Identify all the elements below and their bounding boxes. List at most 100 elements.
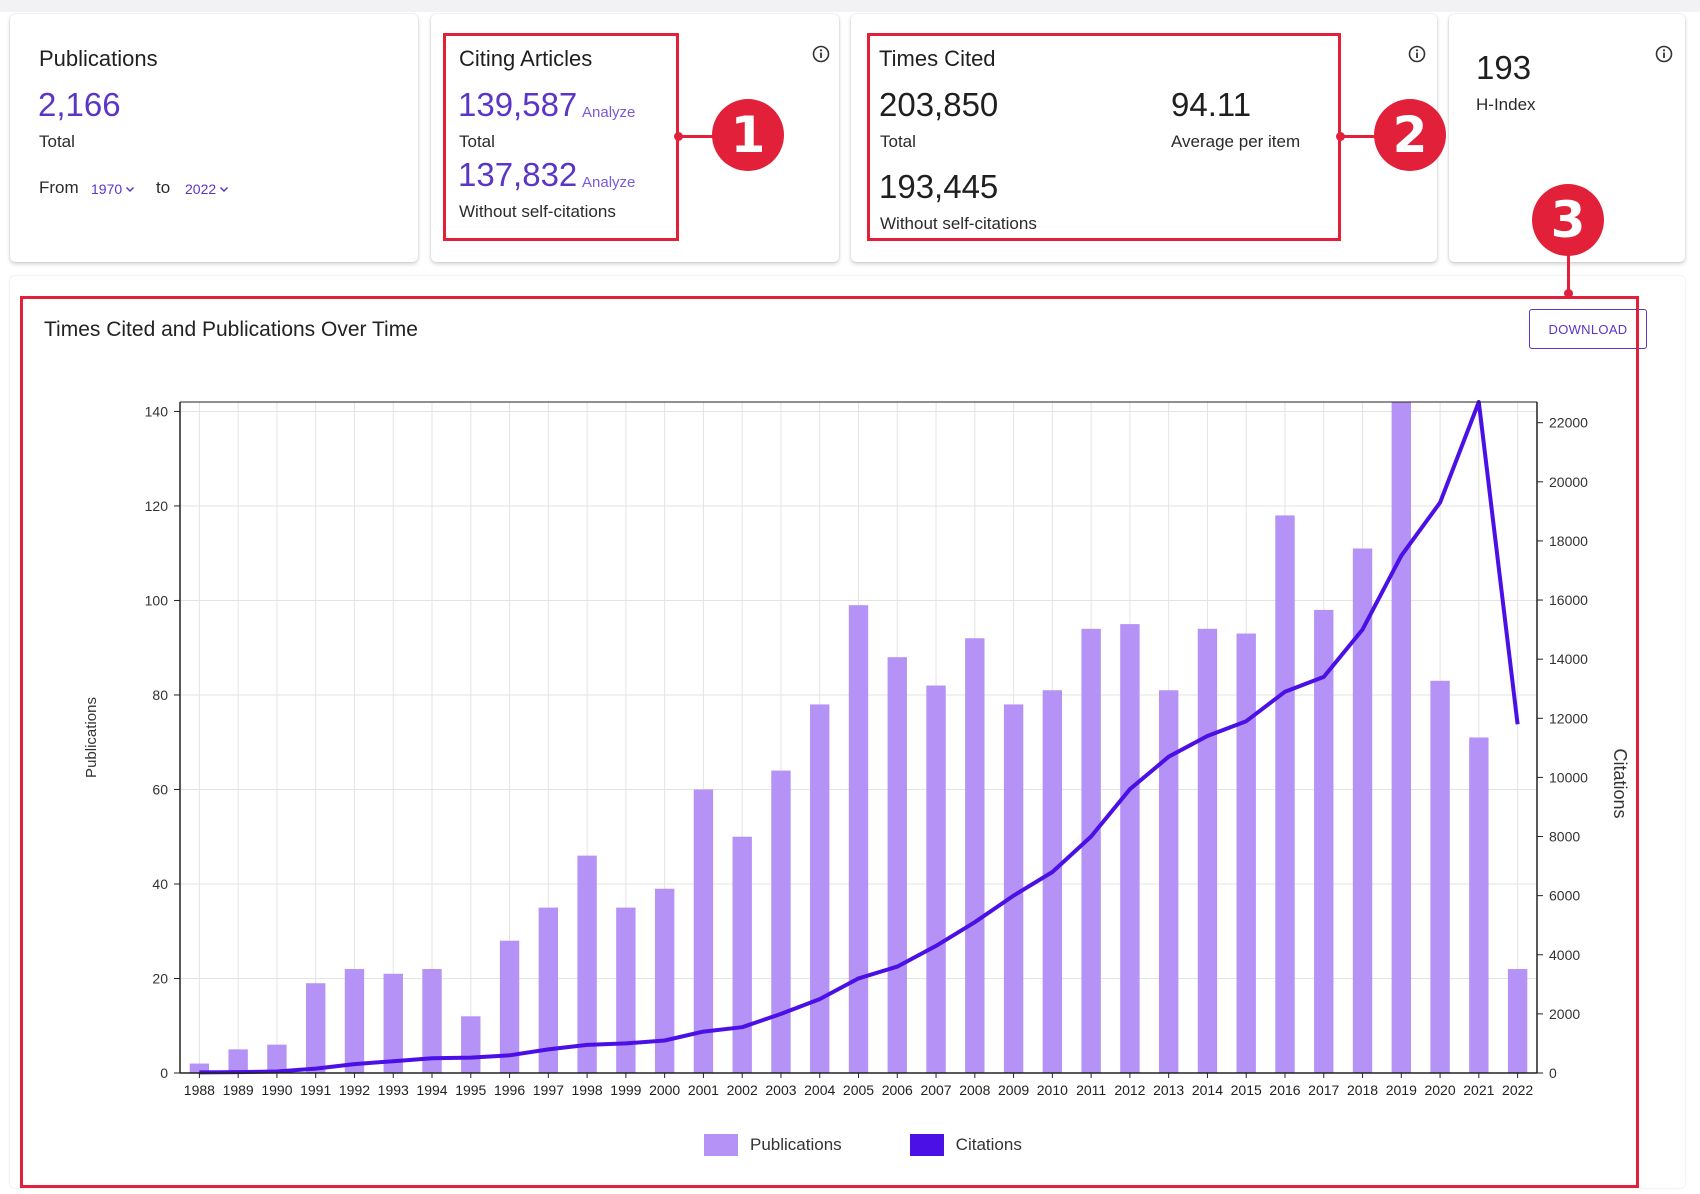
bar-publications xyxy=(693,789,714,1073)
citing-total-sub: Total xyxy=(459,132,495,151)
bar-publications xyxy=(1469,737,1489,1073)
annotation-box-chart xyxy=(20,296,1639,1188)
info-icon[interactable] xyxy=(811,44,831,64)
bar-publications xyxy=(654,888,675,1073)
right-tick-label: 14000 xyxy=(1549,651,1588,667)
to-label: to xyxy=(156,178,171,197)
x-tick-label: 1988 xyxy=(184,1082,215,1098)
bar-publications xyxy=(306,983,326,1073)
x-tick-label: 2005 xyxy=(843,1082,874,1098)
bar-publications xyxy=(422,969,442,1073)
average-per-item-value: 94.11 xyxy=(1171,86,1252,123)
chevron-down-icon xyxy=(220,186,229,193)
x-tick-label: 1989 xyxy=(223,1082,254,1098)
publications-value[interactable]: 2,166 xyxy=(38,86,121,123)
bar-publications xyxy=(732,836,752,1073)
info-icon[interactable] xyxy=(1407,44,1427,64)
x-tick-label: 2021 xyxy=(1463,1082,1494,1098)
bar-publications xyxy=(499,940,520,1073)
right-tick-label: 18000 xyxy=(1549,533,1588,549)
legend-label-citations: Citations xyxy=(955,1135,1022,1154)
callout-badge-2: 2 xyxy=(1374,99,1446,171)
bar-publications xyxy=(1003,704,1024,1073)
right-tick-label: 22000 xyxy=(1549,415,1588,431)
left-tick-label: 0 xyxy=(160,1065,168,1081)
x-tick-label: 2011 xyxy=(1076,1082,1106,1098)
bar-publications xyxy=(228,1049,248,1073)
bar-publications xyxy=(1430,680,1450,1073)
times-cited-noself-value: 193,445 xyxy=(879,168,999,205)
bar-publications xyxy=(1158,690,1179,1073)
bar-publications xyxy=(965,638,985,1073)
x-tick-label: 2020 xyxy=(1424,1082,1455,1098)
bar-publications xyxy=(1042,690,1063,1073)
right-tick-label: 8000 xyxy=(1549,829,1580,845)
annotation-box-times-cited xyxy=(867,33,1341,241)
bar-publications xyxy=(1352,548,1373,1073)
x-tick-label: 2002 xyxy=(727,1082,758,1098)
x-tick-label: 1994 xyxy=(416,1082,447,1098)
bar-publications xyxy=(344,969,365,1073)
right-tick-label: 0 xyxy=(1549,1065,1557,1081)
x-tick-label: 2014 xyxy=(1192,1082,1223,1098)
download-button[interactable]: DOWNLOAD xyxy=(1529,309,1647,349)
x-tick-label: 2018 xyxy=(1347,1082,1378,1098)
times-cited-total-value: 203,850 xyxy=(879,86,999,123)
right-tick-label: 16000 xyxy=(1549,592,1588,608)
x-tick-label: 2004 xyxy=(804,1082,835,1098)
x-tick-label: 2013 xyxy=(1153,1082,1184,1098)
publications-label: Publications xyxy=(39,46,158,71)
average-per-item-sub: Average per item xyxy=(1171,132,1301,151)
from-year-value: 1970 xyxy=(91,181,123,197)
bar-publications xyxy=(1081,628,1101,1073)
x-tick-label: 2012 xyxy=(1114,1082,1145,1098)
to-year-select[interactable]: 2022 xyxy=(185,181,229,197)
chart-title: Times Cited and Publications Over Time xyxy=(44,318,418,341)
bar-publications xyxy=(1275,515,1295,1073)
x-tick-label: 2007 xyxy=(920,1082,951,1098)
callout-dot-3 xyxy=(1564,289,1573,298)
bar-publications xyxy=(1391,402,1411,1073)
x-tick-label: 2015 xyxy=(1231,1082,1262,1098)
citing-total-analyze-link[interactable]: Analyze xyxy=(582,104,636,121)
annotation-box-citing-articles xyxy=(443,33,679,241)
left-tick-label: 120 xyxy=(145,498,169,514)
citing-noself-analyze-link[interactable]: Analyze xyxy=(582,174,636,191)
x-tick-label: 2001 xyxy=(688,1082,719,1098)
top-strip xyxy=(0,0,1700,12)
callout-dot-2 xyxy=(1336,132,1345,141)
right-tick-label: 20000 xyxy=(1549,474,1588,490)
left-tick-label: 40 xyxy=(152,876,168,892)
h-index-label: H-Index xyxy=(1476,95,1536,114)
right-tick-label: 12000 xyxy=(1549,710,1588,726)
from-year-select[interactable]: 1970 xyxy=(91,181,135,197)
citing-noself-sub: Without self-citations xyxy=(459,202,616,221)
h-index-value: 193 xyxy=(1476,49,1532,86)
times-cited-label: Times Cited xyxy=(879,46,996,71)
x-tick-label: 2022 xyxy=(1502,1082,1533,1098)
chevron-down-icon xyxy=(126,186,135,193)
left-axis-title: Publications xyxy=(83,697,100,778)
x-tick-label: 2003 xyxy=(765,1082,796,1098)
bar-publications xyxy=(267,1044,287,1073)
publications-card: Publications 2,166 Total From 1970 to 20… xyxy=(10,14,418,262)
citing-total-value[interactable]: 139,587 xyxy=(458,86,578,123)
right-tick-label: 4000 xyxy=(1549,947,1580,963)
chart-legend: Publications Citations xyxy=(704,1134,1022,1156)
bar-publications xyxy=(577,855,597,1073)
citing-noself-value[interactable]: 137,832 xyxy=(458,156,578,193)
callout-dot-1 xyxy=(674,132,683,141)
x-tick-label: 1995 xyxy=(455,1082,486,1098)
x-tick-label: 2006 xyxy=(882,1082,913,1098)
bar-publications xyxy=(848,605,869,1073)
x-tick-label: 1991 xyxy=(300,1082,331,1098)
x-tick-label: 2016 xyxy=(1269,1082,1300,1098)
x-tick-label: 1990 xyxy=(261,1082,292,1098)
x-tick-label: 1992 xyxy=(339,1082,370,1098)
x-tick-label: 2010 xyxy=(1037,1082,1068,1098)
x-tick-label: 2000 xyxy=(649,1082,680,1098)
publications-sub: Total xyxy=(39,132,75,151)
left-tick-label: 60 xyxy=(152,781,168,797)
right-axis-title: Citations xyxy=(1610,748,1630,818)
info-icon[interactable] xyxy=(1654,44,1674,64)
